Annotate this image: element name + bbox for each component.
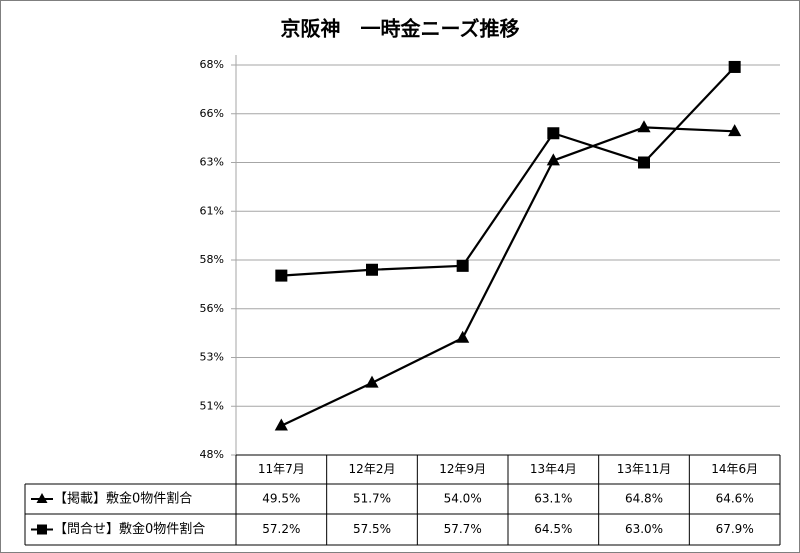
marker xyxy=(365,375,379,388)
data-label: 57.7% xyxy=(444,522,482,536)
data-label: 64.5% xyxy=(534,522,572,536)
marker xyxy=(546,153,560,166)
marker xyxy=(547,127,560,140)
data-label: 63.0% xyxy=(625,522,663,536)
marker xyxy=(728,60,741,73)
legend-marker xyxy=(36,493,48,503)
data-label: 64.8% xyxy=(625,492,663,506)
chart-title: 京阪神 一時金ニーズ推移 xyxy=(281,17,520,41)
y-tick-label: 61% xyxy=(200,204,224,217)
legend-label: 【問合せ】敷金0物件割合 xyxy=(54,521,205,537)
marker xyxy=(366,263,378,276)
legend-marker xyxy=(37,524,47,535)
y-tick-label: 63% xyxy=(200,156,224,169)
data-label: 57.5% xyxy=(353,522,391,536)
data-label: 51.7% xyxy=(353,492,391,506)
y-tick-label: 53% xyxy=(200,351,224,364)
marker xyxy=(638,156,650,169)
data-label: 67.9% xyxy=(716,522,754,536)
data-label: 63.1% xyxy=(534,492,572,506)
x-tick-label: 14年6月 xyxy=(711,462,758,476)
legend-label: 【掲載】敷金0物件割合 xyxy=(54,491,192,507)
series-line xyxy=(281,66,736,277)
y-tick-label: 51% xyxy=(200,399,224,412)
data-label: 64.6% xyxy=(716,492,754,506)
marker xyxy=(274,418,288,431)
y-tick-label: 56% xyxy=(200,302,224,315)
marker xyxy=(728,124,742,137)
series-line xyxy=(280,126,735,427)
marker xyxy=(456,330,470,343)
x-tick-label: 13年11月 xyxy=(617,462,672,476)
data-label: 49.5% xyxy=(262,492,300,506)
data-label: 54.0% xyxy=(444,492,482,506)
x-tick-label: 13年4月 xyxy=(530,462,577,476)
marker xyxy=(637,120,651,133)
y-tick-label: 66% xyxy=(200,107,224,120)
x-tick-label: 12年9月 xyxy=(439,462,486,476)
y-tick-label: 48% xyxy=(200,448,224,461)
y-tick-label: 58% xyxy=(200,253,224,266)
x-tick-label: 12年2月 xyxy=(349,462,396,476)
data-label: 57.2% xyxy=(262,522,300,536)
x-tick-label: 11年7月 xyxy=(258,462,305,476)
marker xyxy=(456,259,469,272)
marker xyxy=(275,269,288,282)
y-tick-label: 68% xyxy=(200,58,224,71)
